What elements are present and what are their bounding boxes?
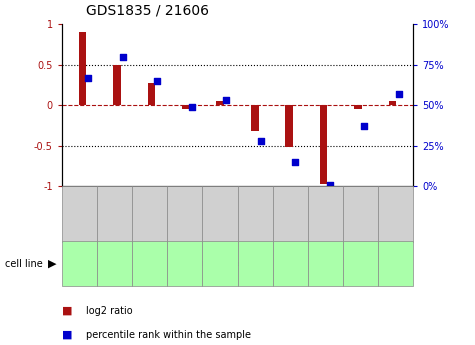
Text: breast: breast [140,261,162,267]
Text: cervix: cervix [175,261,197,267]
Text: log2 ratio: log2 ratio [86,306,132,315]
Text: skin: skin [316,261,331,267]
Bar [389,101,396,105]
Bar [148,83,155,105]
Text: GSM90614: GSM90614 [286,194,292,234]
Text: ■: ■ [62,306,72,315]
Point [326,182,333,187]
Point [188,104,196,110]
Point [292,159,299,165]
Bar [79,32,86,105]
Text: GSM90620: GSM90620 [321,194,327,234]
Point [257,138,265,144]
Point [395,91,402,97]
Text: B lymph
ocyte: B lymph ocyte [68,257,97,270]
Text: GSM90612: GSM90612 [252,194,258,234]
Text: percentile rank within the sample: percentile rank within the sample [86,330,250,339]
Text: liposarcoma: liposarcoma [199,261,241,267]
Text: GSM90615: GSM90615 [183,194,189,234]
Text: ▶: ▶ [48,259,56,269]
Text: GSM90611: GSM90611 [79,194,86,234]
Bar [113,65,121,105]
Text: cell line: cell line [5,259,46,269]
Text: GDS1835 / 21606: GDS1835 / 21606 [86,3,209,17]
Text: liver: liver [247,261,262,267]
Point [222,98,230,103]
Point [119,54,127,59]
Text: T lymph
oblast: T lymph oblast [344,257,372,270]
Bar [182,105,190,109]
Point [153,78,161,83]
Bar [354,105,362,109]
Text: brain: brain [108,261,126,267]
Point [85,75,92,80]
Text: macroph
age: macroph age [274,257,304,270]
Text: ■: ■ [62,330,72,339]
Bar [217,101,224,105]
Text: testis: testis [383,261,402,267]
Text: GSM90617: GSM90617 [148,194,154,234]
Text: GSM90618: GSM90618 [114,194,120,234]
Text: GSM90613: GSM90613 [355,194,361,234]
Text: GSM90616: GSM90616 [390,194,396,234]
Bar [320,105,327,184]
Bar [251,105,258,131]
Text: GSM90619: GSM90619 [217,194,223,234]
Point [361,124,368,129]
Bar [285,105,293,147]
